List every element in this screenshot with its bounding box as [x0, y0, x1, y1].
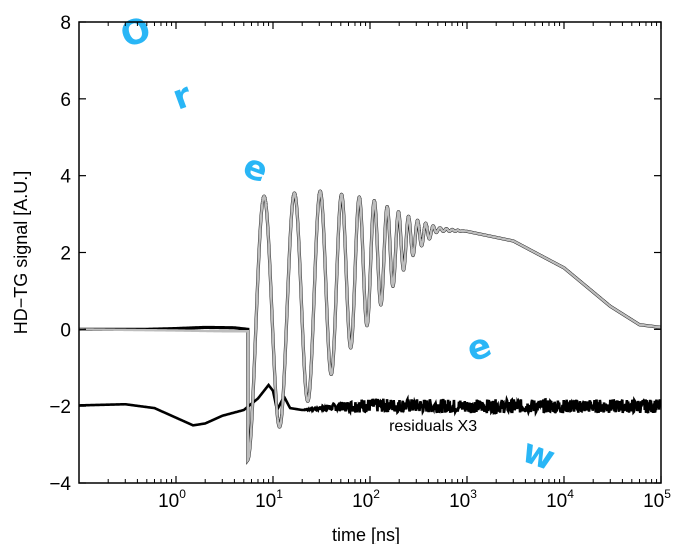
watermark-glyph: e	[461, 325, 496, 370]
y-tick-label: 8	[60, 13, 71, 34]
x-tick-label: 103	[449, 487, 477, 512]
x-axis-label: time [ns]	[332, 525, 400, 544]
residuals-line	[79, 382, 661, 427]
watermark-glyph: O	[115, 9, 156, 56]
plot-series	[79, 189, 661, 465]
x-tick-label: 101	[255, 487, 283, 512]
y-tick-label: 2	[60, 244, 71, 265]
fit-signal-line	[79, 189, 661, 464]
y-axis-label: HD−TG signal [A.U.]	[11, 171, 31, 335]
x-tick-label: 104	[546, 487, 574, 512]
residuals-annotation: residuals X3	[389, 418, 477, 435]
y-tick-label: 4	[60, 167, 71, 188]
watermark-glyph: w	[517, 431, 560, 479]
axis-labels: −4 −2 0 2 4 6 8 100 101 102 103 104 105	[49, 13, 671, 512]
axis-ticks	[79, 21, 662, 484]
watermark-glyph: r	[167, 75, 197, 118]
y-tick-label: −2	[49, 397, 71, 418]
data-signal-line	[79, 189, 661, 465]
x-tick-label: 100	[158, 487, 186, 512]
x-tick-label: 102	[352, 487, 380, 512]
x-tick-label: 105	[643, 487, 671, 512]
y-tick-label: −4	[49, 474, 71, 495]
watermark-glyph: e	[238, 146, 273, 191]
y-tick-label: 6	[60, 90, 71, 111]
y-tick-label: 0	[60, 320, 71, 341]
